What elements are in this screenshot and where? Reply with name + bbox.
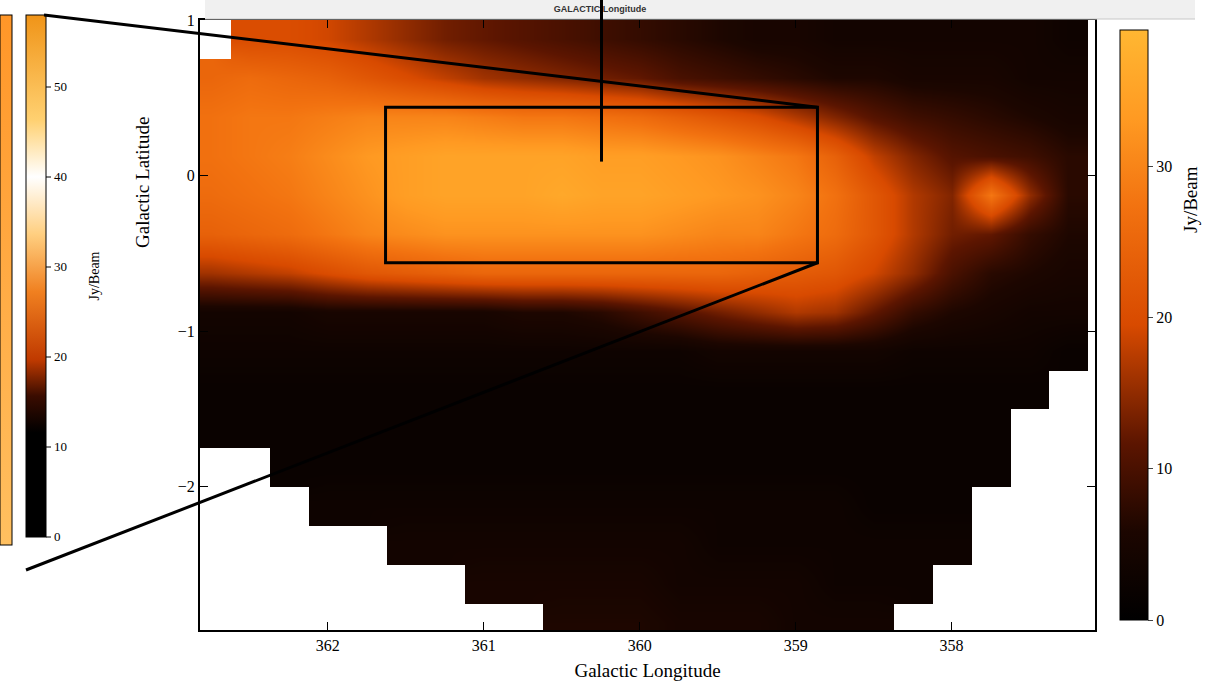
svg-text:20: 20 bbox=[1156, 309, 1172, 326]
svg-text:−2: −2 bbox=[178, 478, 195, 495]
svg-text:−1: −1 bbox=[178, 323, 195, 340]
svg-text:30: 30 bbox=[1156, 158, 1172, 175]
svg-text:1: 1 bbox=[187, 12, 195, 29]
svg-text:20: 20 bbox=[54, 349, 67, 364]
svg-text:Jy/Beam: Jy/Beam bbox=[1180, 166, 1201, 233]
svg-text:Galactic Latitude: Galactic Latitude bbox=[132, 117, 153, 248]
svg-text:362: 362 bbox=[316, 637, 340, 654]
svg-text:GALACTIC Longitude: GALACTIC Longitude bbox=[554, 4, 646, 14]
svg-text:10: 10 bbox=[54, 439, 67, 454]
svg-text:Jy/Beam: Jy/Beam bbox=[87, 251, 102, 300]
svg-text:359: 359 bbox=[784, 637, 808, 654]
svg-text:0: 0 bbox=[187, 167, 195, 184]
svg-text:30: 30 bbox=[54, 259, 67, 274]
svg-text:40: 40 bbox=[54, 169, 67, 184]
svg-text:0: 0 bbox=[54, 529, 61, 544]
svg-text:358: 358 bbox=[940, 637, 964, 654]
svg-text:361: 361 bbox=[472, 637, 496, 654]
svg-text:360: 360 bbox=[628, 637, 652, 654]
svg-text:50: 50 bbox=[54, 79, 67, 94]
svg-text:Galactic Longitude: Galactic Longitude bbox=[574, 660, 720, 681]
svg-text:10: 10 bbox=[1156, 460, 1172, 477]
svg-text:0: 0 bbox=[1156, 612, 1164, 629]
